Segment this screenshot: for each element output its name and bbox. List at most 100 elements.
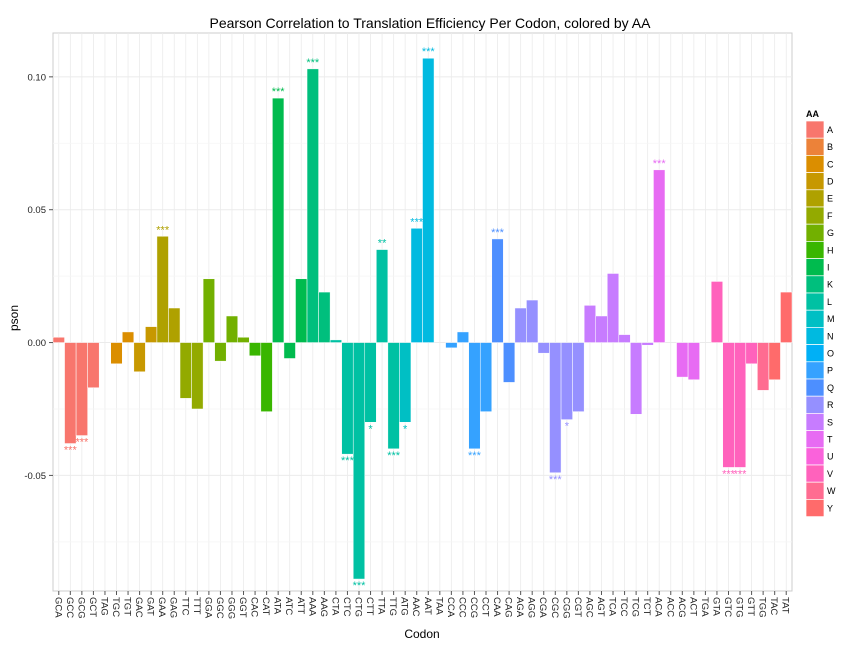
- legend-key-L: [805, 292, 825, 311]
- significance-labels: ****************************************…: [64, 46, 747, 592]
- bar-ACA: [653, 169, 666, 343]
- x-tick-label-AGT: AGT: [595, 597, 606, 617]
- x-tick-label-TCA: TCA: [607, 597, 618, 617]
- bar-CCT: [479, 342, 493, 412]
- bar-GAT: [145, 326, 158, 343]
- x-tick-label-GGT: GGT: [237, 597, 248, 618]
- legend-key-H: [805, 241, 825, 259]
- significance-label-CGC: ***: [549, 474, 563, 486]
- legend-label-B: B: [827, 142, 833, 152]
- bar-CTA: [329, 339, 342, 343]
- significance-label-CTC: ***: [341, 455, 355, 467]
- x-axis-title: Codon: [404, 627, 439, 641]
- x-tick-label-CAT: CAT: [260, 597, 271, 615]
- x-tick-label-TGG: TGG: [757, 597, 768, 618]
- x-tick-label-ACT: ACT: [687, 597, 698, 616]
- bar-TTG: [387, 342, 400, 450]
- legend-label-N: N: [827, 331, 834, 341]
- significance-label-GTG: ***: [734, 468, 748, 480]
- legend-label-Q: Q: [827, 383, 834, 393]
- bar-GCC: [64, 342, 77, 444]
- legend-key-I: [805, 258, 825, 277]
- legend-label-T: T: [827, 435, 833, 445]
- bar-AGA: [514, 307, 527, 343]
- bar-GTA: [710, 281, 723, 343]
- x-tick-label-GCG: GCG: [75, 597, 86, 619]
- x-tick-label-GAG: GAG: [168, 597, 179, 618]
- x-tick-label-CGA: CGA: [537, 597, 548, 618]
- legend-key-K: [805, 275, 825, 294]
- bar-TAC: [768, 342, 781, 381]
- legend-label-D: D: [827, 177, 834, 187]
- x-tick-label-TAT: TAT: [780, 597, 791, 614]
- bar-CTG: [352, 342, 366, 580]
- x-tick-label-CAC: CAC: [249, 597, 260, 617]
- x-tick-label-CGG: CGG: [560, 597, 571, 619]
- bar-TGC: [110, 342, 123, 365]
- x-tick-label-AAC: AAC: [410, 597, 421, 617]
- legend-key-R: [805, 395, 825, 414]
- significance-label-AAA: ***: [306, 57, 320, 69]
- bar-ACT: [687, 342, 700, 381]
- legend-key-S: [805, 413, 825, 431]
- legend-label-S: S: [827, 417, 833, 427]
- x-tick-label-GTC: GTC: [722, 597, 733, 617]
- legend-key-G: [805, 223, 825, 242]
- legend-label-V: V: [827, 469, 833, 479]
- x-tick-label-GTT: GTT: [745, 597, 756, 616]
- significance-label-AAT: ***: [422, 46, 436, 58]
- significance-label-CCG: ***: [468, 450, 482, 462]
- bars: [52, 57, 793, 580]
- significance-label-TTA: **: [378, 238, 387, 250]
- x-tick-label-TGT: TGT: [122, 597, 133, 616]
- legend-key-U: [805, 447, 825, 466]
- bar-GCG: [75, 342, 88, 436]
- legend-key-P: [805, 361, 825, 380]
- bar-CCA: [445, 342, 458, 349]
- significance-label-GAA: ***: [156, 224, 170, 236]
- significance-label-CTG: ***: [353, 580, 367, 592]
- x-tick-label-TCT: TCT: [641, 597, 652, 616]
- x-tick-label-TAA: TAA: [433, 597, 444, 615]
- bar-ACG: [676, 342, 689, 378]
- bar-GAC: [133, 342, 146, 373]
- legend-label-O: O: [827, 349, 834, 359]
- y-tick-label: -0.05: [24, 471, 46, 482]
- bar-ATT: [295, 278, 308, 343]
- x-tick-label-ATC: ATC: [283, 597, 294, 615]
- significance-label-CTT: *: [368, 423, 373, 435]
- bar-AAC: [410, 228, 423, 343]
- x-tick-label-GCC: GCC: [64, 597, 75, 618]
- x-tick-label-TAC: TAC: [768, 597, 779, 615]
- x-tick-label-ACA: ACA: [653, 597, 664, 617]
- y-axis-title: pson: [7, 305, 21, 331]
- legend-key-D: [805, 172, 825, 191]
- significance-label-AAC: ***: [410, 216, 424, 228]
- legend-key-E: [805, 189, 825, 208]
- legend-key-W: [805, 481, 825, 500]
- bar-GAA: [156, 236, 169, 343]
- x-axis: GCA GCC GCG GCT TAG TGC TGT GAC GAT GAA GAG TTC TTT G…: [52, 591, 791, 619]
- x-tick-label-TTT: TTT: [191, 597, 202, 615]
- x-tick-label-TCG: TCG: [630, 597, 641, 617]
- x-tick-label-GAT: GAT: [145, 597, 156, 616]
- significance-label-CGG: *: [565, 421, 570, 433]
- x-tick-label-TGA: TGA: [699, 597, 710, 617]
- chart-title: Pearson Correlation to Translation Effic…: [210, 15, 652, 31]
- x-tick-label-TGC: TGC: [110, 597, 121, 617]
- bar-TTC: [179, 342, 192, 399]
- bar-AGT: [595, 315, 608, 343]
- x-tick-label-GGG: GGG: [225, 597, 236, 619]
- bar-AAT: [422, 57, 435, 343]
- bar-GGA: [202, 278, 215, 343]
- legend-key-T: [805, 430, 825, 449]
- legend-key-O: [805, 344, 825, 363]
- legend-label-G: G: [827, 228, 834, 238]
- bar-GGG: [225, 315, 238, 343]
- legend-title: AA: [806, 109, 819, 119]
- x-tick-label-GGA: GGA: [202, 597, 213, 619]
- y-tick-label: 0.05: [28, 205, 47, 216]
- bar-TCA: [607, 273, 620, 343]
